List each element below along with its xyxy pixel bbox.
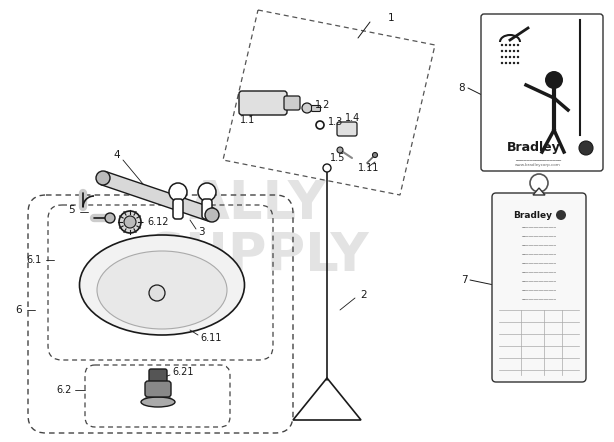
Circle shape: [579, 141, 593, 155]
Circle shape: [509, 62, 511, 64]
Circle shape: [556, 210, 566, 220]
Text: 4: 4: [113, 150, 120, 160]
Text: 1.4: 1.4: [345, 113, 360, 123]
Text: 1.5: 1.5: [330, 153, 345, 163]
Text: 3: 3: [198, 227, 204, 237]
FancyBboxPatch shape: [492, 193, 586, 382]
Circle shape: [96, 171, 110, 185]
Circle shape: [205, 208, 219, 222]
Text: ──────────────: ──────────────: [521, 226, 556, 230]
Text: ────────────────: ────────────────: [515, 157, 561, 163]
Circle shape: [373, 152, 378, 157]
Text: www.bradleycorp.com: www.bradleycorp.com: [515, 163, 561, 167]
Circle shape: [513, 62, 515, 64]
FancyBboxPatch shape: [337, 122, 357, 136]
Circle shape: [513, 50, 515, 52]
Circle shape: [545, 71, 563, 89]
Text: 1.3: 1.3: [328, 117, 343, 127]
Text: 6.12: 6.12: [147, 217, 168, 227]
Text: 6.1: 6.1: [27, 255, 42, 265]
Text: ──────────────: ──────────────: [521, 244, 556, 248]
FancyBboxPatch shape: [202, 199, 212, 219]
Text: 6.21: 6.21: [172, 367, 193, 377]
Circle shape: [198, 183, 216, 201]
Text: Bradley: Bradley: [513, 210, 553, 220]
Text: ──────────────: ──────────────: [521, 280, 556, 284]
Text: 6: 6: [15, 305, 22, 315]
Circle shape: [323, 164, 331, 172]
Text: ──────────────: ──────────────: [521, 298, 556, 302]
Polygon shape: [101, 171, 214, 221]
FancyBboxPatch shape: [149, 369, 167, 383]
Text: 6.11: 6.11: [200, 333, 222, 343]
Circle shape: [149, 285, 165, 301]
FancyBboxPatch shape: [481, 14, 603, 171]
Circle shape: [105, 213, 115, 223]
Polygon shape: [533, 188, 545, 195]
Text: Bradley: Bradley: [507, 141, 561, 155]
Text: 1.2: 1.2: [315, 100, 330, 110]
Text: 8: 8: [459, 83, 465, 93]
Circle shape: [501, 62, 503, 64]
FancyBboxPatch shape: [145, 381, 171, 397]
Circle shape: [501, 44, 503, 46]
Text: ALLY
SUPPLY: ALLY SUPPLY: [147, 178, 368, 282]
Text: 7: 7: [461, 275, 468, 285]
Circle shape: [509, 50, 511, 52]
Circle shape: [517, 44, 519, 46]
Circle shape: [501, 56, 503, 58]
Circle shape: [124, 216, 136, 228]
Circle shape: [505, 50, 507, 52]
Text: ──────────────: ──────────────: [521, 271, 556, 275]
Circle shape: [505, 56, 507, 58]
Circle shape: [517, 56, 519, 58]
FancyBboxPatch shape: [311, 106, 321, 111]
Ellipse shape: [97, 251, 227, 329]
Circle shape: [505, 62, 507, 64]
Ellipse shape: [141, 397, 175, 407]
Text: ──────────────: ──────────────: [521, 262, 556, 266]
Text: ──────────────: ──────────────: [521, 235, 556, 239]
Circle shape: [501, 50, 503, 52]
Circle shape: [505, 44, 507, 46]
Circle shape: [513, 56, 515, 58]
Text: ──────────────: ──────────────: [521, 253, 556, 257]
Text: 1: 1: [388, 13, 395, 23]
FancyBboxPatch shape: [173, 199, 183, 219]
Circle shape: [337, 147, 343, 153]
Text: 1.1: 1.1: [240, 115, 255, 125]
FancyBboxPatch shape: [239, 91, 287, 115]
Circle shape: [517, 50, 519, 52]
Text: 5: 5: [68, 205, 75, 215]
Circle shape: [513, 44, 515, 46]
Circle shape: [517, 62, 519, 64]
Circle shape: [509, 44, 511, 46]
Circle shape: [119, 211, 141, 233]
Ellipse shape: [79, 235, 244, 335]
Text: 1.11: 1.11: [358, 163, 379, 173]
Text: 6.2: 6.2: [56, 385, 72, 395]
Circle shape: [302, 103, 312, 113]
Text: 2: 2: [360, 290, 367, 300]
Circle shape: [169, 183, 187, 201]
Text: ──────────────: ──────────────: [521, 289, 556, 293]
FancyBboxPatch shape: [284, 96, 300, 110]
Circle shape: [509, 56, 511, 58]
